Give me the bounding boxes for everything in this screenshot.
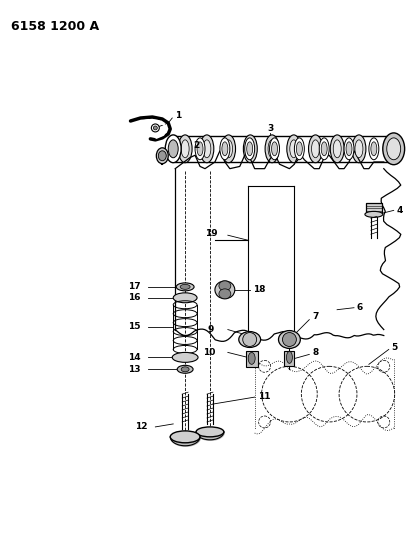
Text: 9: 9 — [207, 325, 214, 334]
Text: 1: 1 — [175, 110, 181, 119]
Ellipse shape — [382, 133, 404, 165]
Ellipse shape — [308, 135, 321, 163]
Bar — [365, 204, 381, 213]
Ellipse shape — [330, 135, 343, 163]
Bar — [284, 351, 294, 366]
Text: 4: 4 — [396, 206, 402, 215]
Ellipse shape — [218, 289, 230, 299]
Ellipse shape — [218, 281, 230, 291]
Circle shape — [153, 126, 157, 130]
Text: 15: 15 — [128, 322, 141, 331]
Text: 11: 11 — [257, 392, 270, 401]
Bar — [245, 351, 257, 367]
Text: 18: 18 — [252, 285, 265, 294]
Ellipse shape — [278, 330, 300, 349]
Ellipse shape — [286, 351, 292, 364]
Ellipse shape — [320, 142, 326, 156]
Text: 16: 16 — [128, 293, 141, 302]
Ellipse shape — [197, 142, 202, 156]
Text: 5: 5 — [391, 343, 397, 352]
Ellipse shape — [351, 135, 365, 163]
Ellipse shape — [224, 140, 232, 158]
Ellipse shape — [296, 142, 301, 156]
Circle shape — [151, 124, 159, 132]
Ellipse shape — [354, 140, 362, 158]
Ellipse shape — [178, 135, 192, 163]
Ellipse shape — [181, 140, 189, 158]
Ellipse shape — [156, 148, 168, 164]
Ellipse shape — [172, 352, 198, 362]
Ellipse shape — [168, 140, 178, 158]
Ellipse shape — [345, 142, 351, 156]
Text: 6158 1200 A: 6158 1200 A — [11, 20, 99, 33]
Text: 3: 3 — [267, 124, 273, 133]
Ellipse shape — [180, 285, 190, 289]
Ellipse shape — [294, 138, 303, 160]
Text: 12: 12 — [135, 423, 148, 431]
Ellipse shape — [269, 138, 279, 160]
Ellipse shape — [289, 140, 297, 158]
Ellipse shape — [243, 135, 256, 163]
Ellipse shape — [176, 283, 193, 291]
Text: 14: 14 — [128, 353, 141, 362]
Ellipse shape — [181, 367, 189, 372]
Ellipse shape — [221, 142, 227, 156]
Ellipse shape — [195, 138, 204, 160]
Ellipse shape — [196, 427, 223, 437]
Ellipse shape — [246, 140, 254, 158]
Ellipse shape — [246, 142, 252, 156]
Circle shape — [282, 333, 296, 346]
Text: 17: 17 — [128, 282, 141, 292]
Ellipse shape — [238, 332, 260, 348]
Ellipse shape — [177, 365, 193, 373]
Ellipse shape — [368, 138, 378, 160]
Ellipse shape — [333, 140, 340, 158]
Ellipse shape — [244, 138, 254, 160]
Text: 10: 10 — [202, 348, 215, 357]
Ellipse shape — [221, 135, 235, 163]
Ellipse shape — [343, 138, 353, 160]
Ellipse shape — [200, 135, 213, 163]
Ellipse shape — [271, 142, 277, 156]
Ellipse shape — [311, 140, 319, 158]
Text: 19: 19 — [204, 229, 217, 238]
Ellipse shape — [170, 431, 200, 443]
Ellipse shape — [202, 140, 210, 158]
Text: 2: 2 — [193, 141, 199, 150]
Ellipse shape — [165, 135, 181, 163]
Ellipse shape — [286, 135, 300, 163]
Ellipse shape — [267, 140, 275, 158]
Text: 8: 8 — [312, 348, 318, 357]
Ellipse shape — [319, 138, 328, 160]
Ellipse shape — [364, 212, 382, 217]
Ellipse shape — [265, 135, 278, 163]
Text: 7: 7 — [312, 312, 318, 321]
Ellipse shape — [386, 138, 400, 160]
Text: 13: 13 — [128, 365, 141, 374]
Text: 6: 6 — [356, 303, 362, 312]
Ellipse shape — [247, 352, 254, 365]
Ellipse shape — [219, 138, 229, 160]
Circle shape — [242, 333, 256, 346]
Ellipse shape — [173, 293, 197, 303]
Ellipse shape — [214, 281, 234, 299]
Ellipse shape — [158, 151, 166, 161]
Ellipse shape — [370, 142, 376, 156]
